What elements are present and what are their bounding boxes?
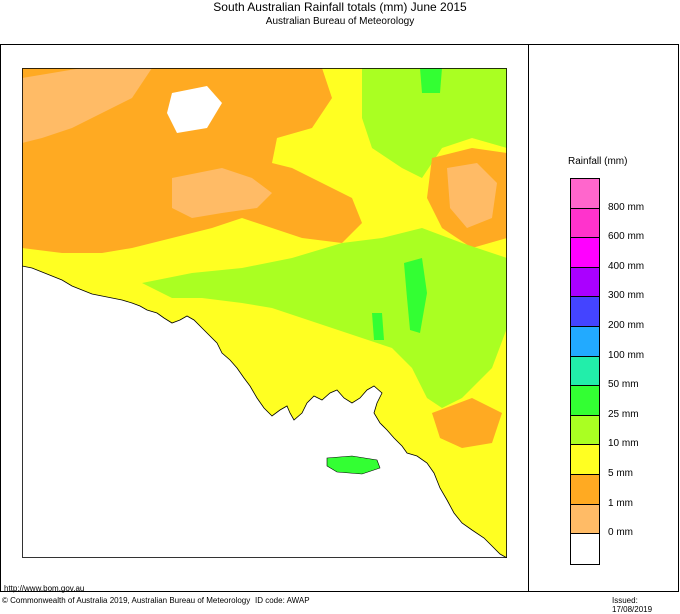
legend-title: Rainfall (mm) bbox=[568, 156, 628, 167]
map-subtitle: Australian Bureau of Meteorology bbox=[265, 16, 415, 27]
legend-color-bar bbox=[570, 178, 600, 565]
rainfall-map-svg bbox=[22, 68, 507, 558]
legend-label: 10 mm bbox=[608, 438, 639, 450]
legend-divider bbox=[528, 44, 529, 592]
legend-label: 25 mm bbox=[608, 408, 639, 420]
legend-label: 200 mm bbox=[608, 320, 645, 331]
legend-swatch bbox=[571, 238, 599, 268]
kangaroo-island bbox=[326, 455, 381, 475]
map-title: South Australian Rainfall totals (mm) Ju… bbox=[213, 0, 467, 14]
coastline bbox=[22, 265, 507, 558]
rainfall-map bbox=[22, 68, 507, 558]
map-border bbox=[22, 68, 507, 558]
legend-swatch bbox=[571, 474, 599, 505]
legend-label: 5 mm bbox=[608, 468, 633, 479]
legend-label: 800 mm bbox=[608, 201, 645, 213]
legend-label: 1 mm bbox=[608, 497, 633, 509]
copyright-notice: © Commonwealth of Australia 2019, Austra… bbox=[2, 596, 251, 605]
legend-swatch bbox=[571, 445, 599, 475]
source-url[interactable]: http://www.bom.gov.au bbox=[4, 584, 85, 593]
legend-swatch bbox=[571, 386, 599, 416]
legend-label: 50 mm bbox=[608, 379, 639, 391]
legend-label: 0 mm bbox=[608, 527, 633, 539]
legend-label: 300 mm bbox=[608, 290, 645, 302]
id-code: ID code: AWAP bbox=[255, 596, 310, 605]
legend-swatch bbox=[571, 326, 599, 357]
issued-date: Issued: 17/08/2019 bbox=[612, 596, 653, 614]
legend-swatch bbox=[571, 267, 599, 298]
legend-swatch bbox=[571, 356, 599, 387]
legend-label: 400 mm bbox=[608, 260, 645, 272]
map-frame bbox=[0, 44, 679, 592]
legend-swatch bbox=[571, 208, 599, 239]
legend-swatch bbox=[571, 415, 599, 446]
legend-swatch bbox=[571, 179, 599, 209]
legend-swatch bbox=[571, 504, 599, 535]
legend-label: 100 mm bbox=[608, 349, 645, 361]
legend-swatch bbox=[571, 297, 599, 327]
legend-label: 600 mm bbox=[608, 231, 645, 243]
legend-swatch bbox=[571, 534, 599, 564]
